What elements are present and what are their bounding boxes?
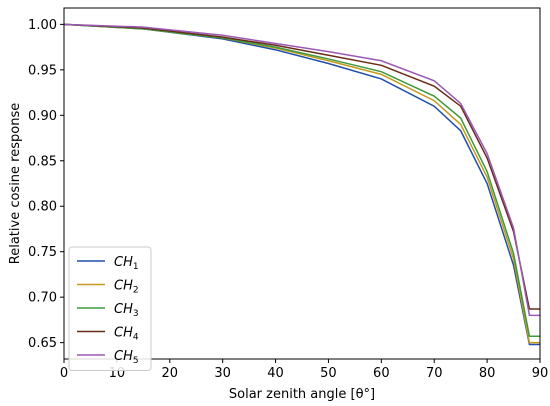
y-tick-label: 0.90 [28, 109, 57, 124]
x-tick-label: 50 [320, 366, 337, 381]
series-line-ch5 [63, 23, 540, 317]
plot-lines [63, 23, 540, 346]
plot-frame [63, 7, 541, 360]
y-tick-label: 1.00 [28, 18, 57, 33]
legend-label-ch5: CH5 [114, 349, 139, 366]
legend-label-ch1: CH1 [114, 255, 139, 272]
legend: CH1 CH2 CH3 CH4 CH5 [68, 246, 152, 371]
x-tick-label: 20 [162, 366, 179, 381]
legend-label-ch4: CH4 [114, 326, 139, 343]
series-line-ch3 [63, 23, 540, 338]
legend-box [68, 246, 152, 371]
x-tick-label: 60 [373, 366, 390, 381]
y-axis-ticks: 0.65 0.70 0.75 0.80 0.85 0.90 0.95 1.00 [28, 18, 64, 351]
x-tick-label: 0 [60, 366, 68, 381]
y-tick-label: 0.65 [28, 336, 57, 351]
x-tick-label: 40 [267, 366, 284, 381]
x-tick-label: 70 [426, 366, 443, 381]
y-tick-label: 0.75 [28, 245, 57, 260]
legend-label-ch3: CH3 [114, 302, 139, 319]
y-axis-label: Relative cosine response [8, 103, 23, 264]
x-tick-label: 90 [532, 366, 549, 381]
y-tick-label: 0.85 [28, 154, 57, 169]
x-tick-label: 30 [214, 366, 231, 381]
legend-label-ch2: CH2 [114, 279, 139, 296]
x-axis-ticks: 0 10 20 30 40 50 60 70 80 90 [60, 359, 548, 381]
x-tick-label: 80 [479, 366, 496, 381]
y-tick-label: 0.80 [28, 200, 57, 215]
y-tick-label: 0.70 [28, 291, 57, 306]
y-tick-label: 0.95 [28, 63, 57, 78]
x-axis-label: Solar zenith angle [θ°] [229, 387, 375, 402]
series-line-ch1 [63, 23, 540, 346]
